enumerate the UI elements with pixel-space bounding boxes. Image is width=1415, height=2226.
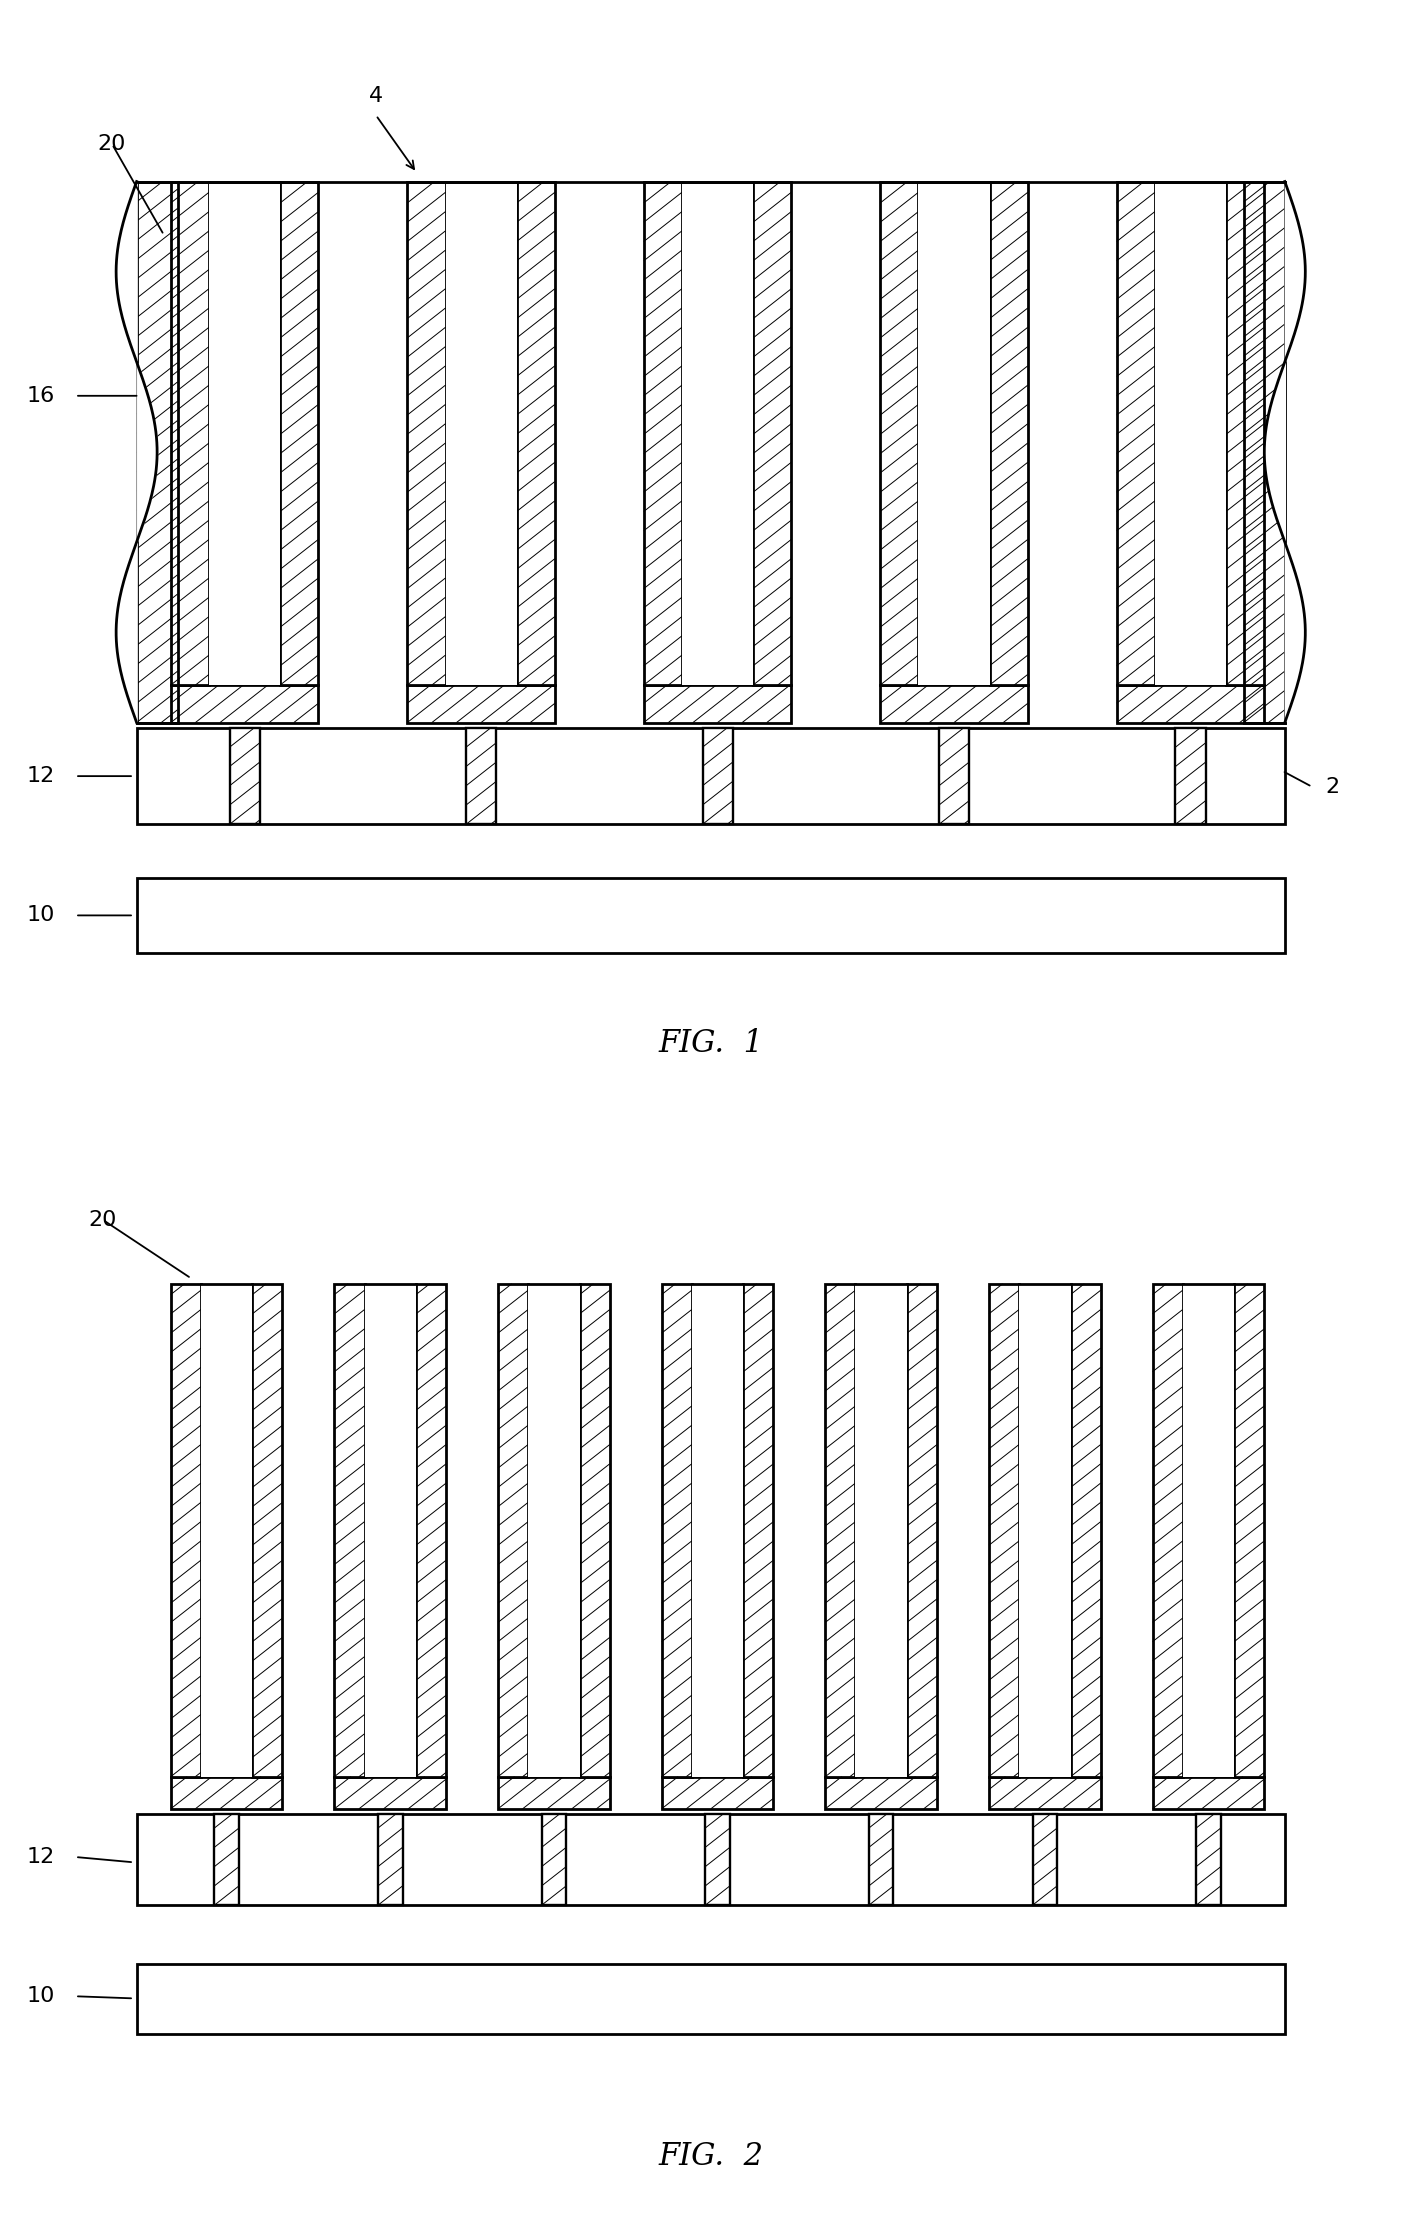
Bar bbox=[580, 1284, 610, 1776]
Bar bbox=[753, 183, 791, 686]
Bar bbox=[1244, 183, 1285, 723]
Bar bbox=[825, 1776, 937, 1810]
Bar bbox=[528, 1284, 580, 1776]
Text: 20: 20 bbox=[98, 134, 126, 154]
Bar bbox=[1234, 1284, 1265, 1776]
Text: FIG.  2: FIG. 2 bbox=[658, 2141, 763, 2173]
Bar bbox=[498, 1284, 528, 1776]
Text: 20: 20 bbox=[88, 1209, 116, 1229]
Text: 4: 4 bbox=[369, 87, 383, 107]
Bar bbox=[825, 1284, 856, 1776]
Bar bbox=[137, 1814, 1285, 1905]
Bar bbox=[171, 1284, 201, 1776]
Bar bbox=[918, 183, 989, 686]
Bar bbox=[1153, 1776, 1265, 1810]
Bar bbox=[702, 728, 733, 824]
Bar bbox=[1033, 1814, 1057, 1905]
Bar bbox=[692, 1284, 743, 1776]
Bar bbox=[137, 183, 178, 723]
Bar bbox=[989, 1776, 1101, 1810]
Bar bbox=[1071, 1284, 1101, 1776]
Bar bbox=[171, 686, 318, 723]
Bar bbox=[856, 1284, 907, 1776]
Bar bbox=[408, 686, 555, 723]
Text: 10: 10 bbox=[27, 906, 55, 926]
Bar bbox=[334, 1776, 446, 1810]
Bar bbox=[1153, 1284, 1183, 1776]
Bar bbox=[880, 183, 918, 686]
Bar bbox=[171, 1776, 283, 1810]
Bar bbox=[880, 686, 1027, 723]
Bar bbox=[644, 686, 791, 723]
Bar bbox=[743, 1284, 774, 1776]
Bar bbox=[1019, 1284, 1071, 1776]
Bar bbox=[705, 1814, 730, 1905]
Bar bbox=[365, 1284, 416, 1776]
Text: 16: 16 bbox=[27, 385, 55, 405]
Bar bbox=[408, 183, 446, 686]
Bar bbox=[416, 1284, 446, 1776]
Bar bbox=[137, 728, 1285, 824]
Text: 12: 12 bbox=[27, 766, 55, 786]
Bar bbox=[334, 1284, 365, 1776]
Bar bbox=[229, 728, 259, 824]
Bar bbox=[1225, 183, 1265, 686]
Bar bbox=[662, 1284, 692, 1776]
Text: 2: 2 bbox=[1326, 777, 1340, 797]
Bar bbox=[378, 1814, 403, 1905]
Bar bbox=[466, 728, 497, 824]
Bar bbox=[542, 1814, 566, 1905]
Bar bbox=[201, 1284, 252, 1776]
Bar bbox=[907, 1284, 937, 1776]
Text: FIG.  1: FIG. 1 bbox=[658, 1028, 763, 1060]
Text: 10: 10 bbox=[27, 1986, 55, 2006]
Bar bbox=[1116, 183, 1155, 686]
Bar bbox=[516, 183, 555, 686]
Bar bbox=[662, 1776, 774, 1810]
Bar bbox=[869, 1814, 893, 1905]
Bar bbox=[209, 183, 280, 686]
Bar bbox=[446, 183, 516, 686]
Text: 12: 12 bbox=[27, 1848, 55, 1868]
Bar bbox=[498, 1776, 610, 1810]
Bar bbox=[171, 183, 209, 686]
Bar bbox=[1116, 686, 1265, 723]
Bar bbox=[1183, 1284, 1234, 1776]
Bar bbox=[280, 183, 318, 686]
Bar bbox=[989, 183, 1027, 686]
Bar bbox=[644, 183, 682, 686]
Bar bbox=[1155, 183, 1225, 686]
Bar bbox=[1176, 728, 1206, 824]
Bar bbox=[1196, 1814, 1221, 1905]
Bar bbox=[137, 877, 1285, 953]
Bar bbox=[940, 728, 969, 824]
Bar bbox=[682, 183, 753, 686]
Bar bbox=[214, 1814, 239, 1905]
Bar bbox=[989, 1284, 1019, 1776]
Bar bbox=[252, 1284, 283, 1776]
Bar bbox=[137, 1963, 1285, 2035]
